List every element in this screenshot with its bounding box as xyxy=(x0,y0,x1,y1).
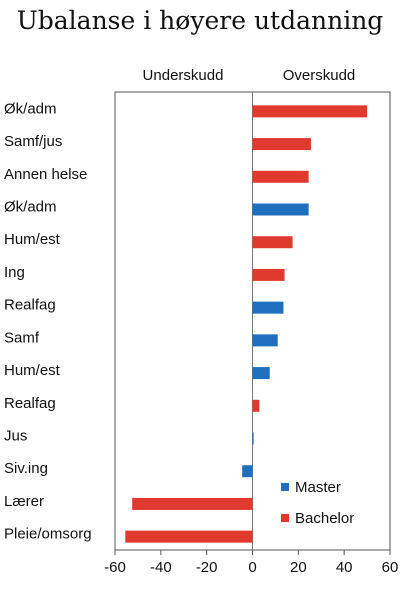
chart-title: Ubalanse i høyere utdanning xyxy=(16,6,384,35)
bar-bachelor xyxy=(252,170,309,183)
category-label: Pleie/omsorg xyxy=(4,526,92,543)
legend-label-bachelor: Bachelor xyxy=(295,510,354,527)
category-label: Øk/adm xyxy=(4,199,57,216)
bar-master xyxy=(252,367,270,380)
category-label: Hum/est xyxy=(4,362,61,379)
bar-master xyxy=(252,334,278,347)
legend-swatch-bachelor xyxy=(281,514,289,522)
category-label: Annen helse xyxy=(4,166,87,183)
category-label: Samf/jus xyxy=(4,133,62,150)
category-label: Realfag xyxy=(4,297,56,314)
bar-master xyxy=(252,432,254,445)
x-tick-label: 60 xyxy=(382,559,399,576)
legend-swatch-master xyxy=(281,483,289,491)
bar-bachelor xyxy=(252,236,293,249)
bar-master xyxy=(242,465,253,478)
region-label-underskudd: Underskudd xyxy=(143,67,224,84)
bar-bachelor xyxy=(252,105,368,118)
bar-bachelor xyxy=(252,138,311,151)
bar-master xyxy=(252,203,309,216)
category-label: Siv.ing xyxy=(4,460,48,477)
category-label: Samf xyxy=(4,329,40,346)
x-tick-label: 0 xyxy=(248,559,256,576)
category-label: Øk/adm xyxy=(4,100,57,117)
bar-master xyxy=(252,301,284,314)
category-label: Lærer xyxy=(4,493,44,510)
category-label: Hum/est xyxy=(4,231,61,248)
x-tick-label: -20 xyxy=(196,559,218,576)
x-tick-label: 40 xyxy=(336,559,353,576)
category-label: Ing xyxy=(4,264,25,281)
category-label: Realfag xyxy=(4,395,56,412)
region-label-overskudd: Overskudd xyxy=(283,67,356,84)
bar-bachelor xyxy=(125,530,253,543)
x-tick-label: 20 xyxy=(290,559,307,576)
category-label: Jus xyxy=(4,428,27,445)
bar-bachelor xyxy=(252,268,285,281)
x-tick-label: -40 xyxy=(150,559,172,576)
legend-label-master: Master xyxy=(295,479,341,496)
x-tick-label: -60 xyxy=(104,559,126,576)
bar-bachelor xyxy=(252,399,260,412)
bar-bachelor xyxy=(132,497,253,510)
